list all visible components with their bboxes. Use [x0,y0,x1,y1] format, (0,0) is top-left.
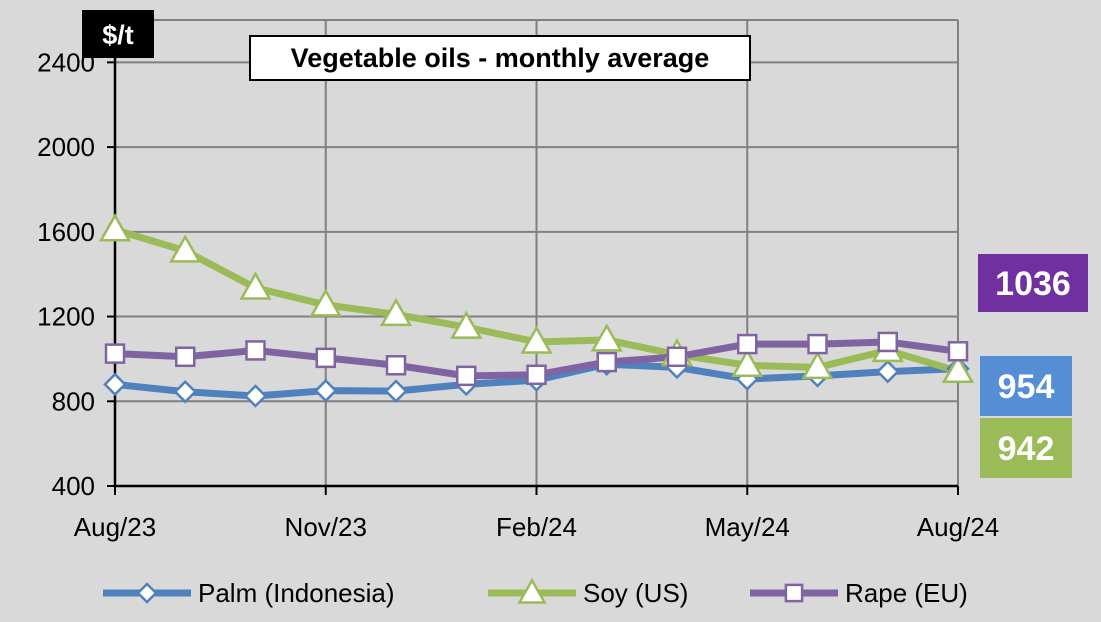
end-value-label: 954 [998,368,1055,406]
data-point-diamond [384,379,408,403]
legend-label: Soy (US) [583,578,688,608]
data-point-triangle [450,310,483,339]
data-point-square [666,346,688,368]
x-tick-label: Feb/24 [496,512,577,542]
data-point-diamond [313,378,338,403]
end-value-badge [980,418,1072,478]
data-point-square [104,343,126,364]
legend: Palm (Indonesia) Soy (US) Rape (EU) [103,577,968,608]
data-point-square [456,365,477,387]
data-point-diamond [103,372,127,397]
data-point-triangle [941,354,975,383]
data-point-square [737,333,758,355]
data-point-square [596,351,617,373]
data-point-triangle [520,325,553,354]
data-point-square [807,333,828,355]
end-value-label: 942 [998,430,1055,468]
chart-title: Vegetable oils - monthly average [291,43,710,73]
data-point-diamond [875,359,900,384]
y-tick-label: 1600 [37,217,95,247]
gridlines [115,19,959,486]
data-point-square [947,341,969,362]
end-value-badge [978,254,1088,312]
y-tick-label: 400 [52,471,95,501]
legend-label: Palm (Indonesia) [198,578,395,608]
unit-box: $/t [82,10,154,58]
data-point-triangle [309,288,342,317]
legend-label: Rape (EU) [845,578,968,608]
end-value-badge [980,356,1072,416]
y-tick-label: 2000 [37,132,95,162]
data-point-triangle [731,348,764,378]
x-tick-label: May/24 [705,512,790,542]
end-value-label: 1036 [995,265,1071,303]
data-point-triangle [801,350,834,380]
data-point-diamond [173,379,198,404]
data-point-triangle [379,297,413,327]
data-point-square [385,355,407,376]
data-point-square [175,346,196,368]
y-tick-label: 1200 [37,302,95,332]
data-point-square [877,331,898,353]
x-tick-label: Aug/24 [917,512,999,542]
series-group [98,213,975,408]
data-point-triangle [517,577,547,604]
data-point-triangle [98,213,132,242]
data-point-square [315,347,336,369]
end-value-badges: 1036 954 942 [978,254,1088,478]
data-point-triangle [590,323,623,352]
title-box: Vegetable oils - monthly average [249,35,751,81]
data-point-diamond [243,384,268,408]
data-point-diamond [136,582,158,604]
x-tick-labels: Aug/23 Nov/23 Feb/24 May/24 Aug/24 [74,486,999,542]
data-point-square [784,583,804,603]
data-point-triangle [169,234,202,263]
y-tick-label: 800 [52,386,95,416]
x-tick-label: Aug/23 [74,512,156,542]
unit-label: $/t [102,20,134,50]
data-point-square [526,364,547,386]
data-point-triangle [239,271,272,300]
data-point-square [245,340,266,361]
x-tick-label: Nov/23 [285,512,367,542]
